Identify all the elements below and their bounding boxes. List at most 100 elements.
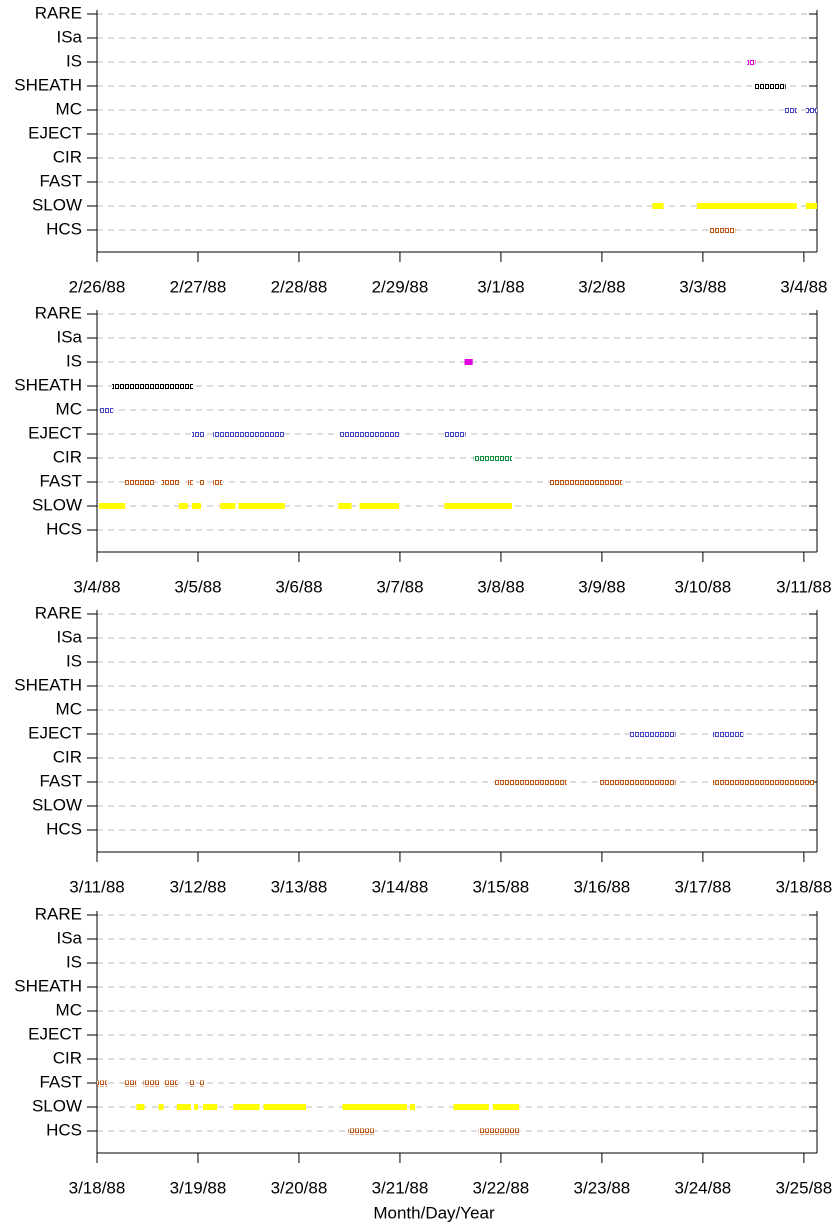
event	[348, 1128, 375, 1135]
event	[176, 1104, 191, 1110]
event	[213, 479, 223, 486]
event	[99, 503, 126, 509]
event	[339, 431, 399, 438]
event	[696, 203, 797, 209]
event	[708, 227, 736, 234]
y-tick-label: IS	[66, 952, 82, 971]
event	[263, 1104, 307, 1110]
event	[444, 503, 513, 509]
event	[213, 431, 285, 438]
y-tick-label: MC	[56, 99, 82, 118]
event	[754, 83, 786, 90]
x-tick-label: 3/11/88	[69, 877, 124, 896]
x-tick-label: 3/19/88	[170, 1178, 227, 1197]
y-tick-label: HCS	[46, 819, 82, 838]
y-tick-label: HCS	[46, 219, 82, 238]
event	[784, 107, 797, 114]
event	[193, 1104, 198, 1110]
y-tick-label: EJECT	[28, 123, 82, 142]
event	[805, 203, 817, 209]
x-tick-label: 3/6/88	[275, 577, 322, 596]
y-tick-label: EJECT	[28, 723, 82, 742]
event	[492, 1104, 520, 1110]
event	[164, 1080, 178, 1087]
event	[233, 1104, 260, 1110]
y-tick-label: FAST	[39, 171, 82, 190]
x-tick-label: 2/29/88	[372, 277, 429, 296]
event	[453, 1104, 489, 1110]
y-tick-label: FAST	[39, 1072, 82, 1091]
y-tick-label: CIR	[53, 147, 82, 166]
event	[747, 59, 756, 66]
event	[191, 503, 202, 509]
event	[136, 1104, 145, 1110]
event	[112, 383, 193, 390]
x-tick-label: 2/26/88	[69, 277, 126, 296]
y-tick-label: RARE	[35, 603, 82, 622]
event	[338, 503, 352, 509]
y-tick-label: SLOW	[32, 1096, 82, 1115]
x-tick-label: 3/23/88	[574, 1178, 631, 1197]
event	[342, 1104, 408, 1110]
y-tick-label: CIR	[53, 1048, 82, 1067]
event	[464, 359, 473, 365]
x-tick-label: 3/17/88	[675, 877, 732, 896]
y-tick-label: MC	[56, 1000, 82, 1019]
y-tick-label: MC	[56, 399, 82, 418]
event	[97, 1080, 108, 1087]
y-tick-label: HCS	[46, 1120, 82, 1139]
event	[494, 779, 567, 786]
event	[143, 1080, 160, 1087]
y-tick-label: RARE	[35, 904, 82, 923]
y-tick-label: EJECT	[28, 423, 82, 442]
event	[198, 1080, 205, 1087]
y-tick-label: RARE	[35, 3, 82, 22]
event	[191, 431, 206, 438]
y-tick-label: SHEATH	[14, 675, 82, 694]
x-tick-label: 3/4/88	[780, 277, 827, 296]
y-tick-label: ISa	[56, 27, 82, 46]
y-tick-label: SHEATH	[14, 375, 82, 394]
y-tick-label: SLOW	[32, 795, 82, 814]
y-tick-label: SHEATH	[14, 75, 82, 94]
event	[712, 731, 744, 738]
y-tick-label: IS	[66, 651, 82, 670]
x-tick-label: 3/15/88	[473, 877, 530, 896]
x-tick-label: 3/24/88	[675, 1178, 732, 1197]
x-tick-label: 3/5/88	[174, 577, 221, 596]
event	[410, 1104, 416, 1110]
y-tick-label: SLOW	[32, 495, 82, 514]
event	[478, 1128, 520, 1135]
event	[652, 203, 664, 209]
event	[805, 107, 817, 114]
x-axis-label: Month/Day/Year	[373, 1203, 495, 1222]
event	[203, 1104, 218, 1110]
x-tick-label: 3/11/88	[776, 577, 831, 596]
y-tick-label: CIR	[53, 747, 82, 766]
y-tick-label: HCS	[46, 519, 82, 538]
event	[549, 479, 623, 486]
y-tick-label: ISa	[56, 928, 82, 947]
event	[189, 1080, 195, 1087]
event	[629, 731, 676, 738]
x-tick-label: 3/18/88	[69, 1178, 126, 1197]
y-tick-label: SLOW	[32, 195, 82, 214]
event	[444, 431, 466, 438]
event	[220, 503, 236, 509]
x-tick-label: 3/8/88	[477, 577, 524, 596]
x-tick-label: 3/9/88	[578, 577, 625, 596]
x-tick-label: 3/16/88	[574, 877, 631, 896]
y-tick-label: IS	[66, 351, 82, 370]
event	[187, 479, 193, 486]
event	[473, 455, 513, 462]
event	[359, 503, 399, 509]
x-tick-label: 3/13/88	[271, 877, 328, 896]
x-tick-label: 2/27/88	[170, 277, 227, 296]
x-tick-label: 3/14/88	[372, 877, 429, 896]
event	[99, 407, 114, 414]
event	[712, 779, 815, 786]
y-tick-label: ISa	[56, 627, 82, 646]
y-tick-label: EJECT	[28, 1024, 82, 1043]
x-tick-label: 3/7/88	[376, 577, 423, 596]
